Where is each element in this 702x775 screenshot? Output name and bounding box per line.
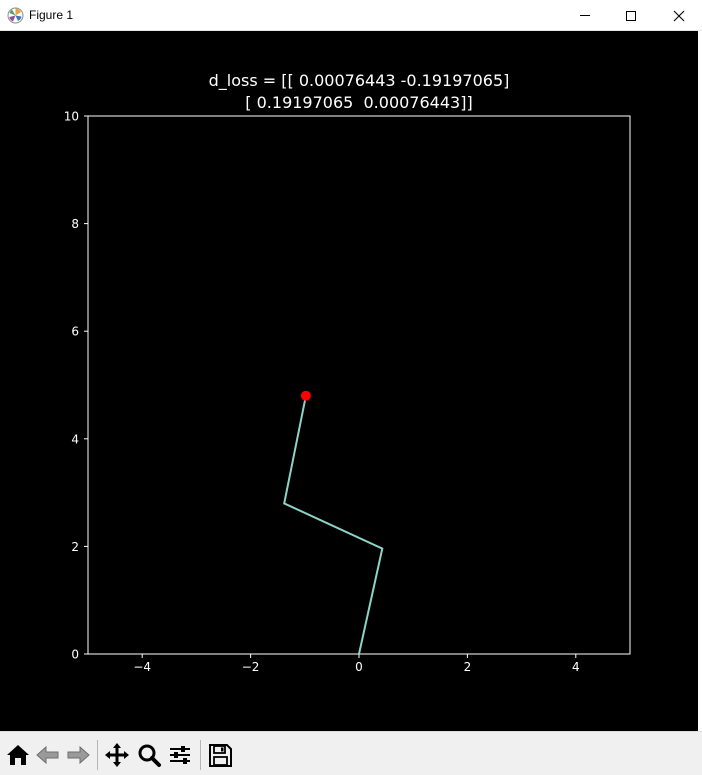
y-tick-label: 6	[71, 325, 79, 339]
zoom-button[interactable]	[134, 740, 164, 770]
y-tick-label: 10	[64, 110, 79, 124]
x-tick-label: −2	[242, 660, 260, 674]
forward-arrow-icon	[67, 745, 90, 765]
pan-button[interactable]	[102, 740, 132, 770]
back-button[interactable]	[33, 740, 63, 770]
window-edge	[698, 31, 702, 731]
home-icon	[7, 745, 29, 765]
matplotlib-logo-icon	[7, 7, 24, 24]
save-icon	[209, 744, 232, 767]
chart-title-line-2: [ 0.19197065 0.00076443]]	[245, 93, 472, 112]
window-titlebar: Figure 1	[0, 0, 702, 31]
configure-subplots-button[interactable]	[165, 740, 195, 770]
close-icon	[673, 10, 685, 22]
window-title: Figure 1	[29, 8, 74, 22]
pan-icon	[105, 743, 129, 767]
y-tick-label: 0	[71, 648, 79, 662]
home-button[interactable]	[3, 740, 33, 770]
series-group	[283, 390, 384, 655]
y-tick-label: 8	[71, 217, 79, 231]
x-axis: −4 −2 0 2 4	[133, 654, 580, 674]
maximize-button[interactable]	[608, 0, 654, 31]
save-button[interactable]	[205, 740, 235, 770]
end-point-marker	[300, 390, 311, 401]
y-tick-label: 2	[71, 540, 79, 554]
toolbar-separator	[200, 740, 201, 770]
x-tick-label: 0	[355, 660, 363, 674]
axes-frame	[87, 115, 631, 655]
y-axis: 0 2 4 6 8 10	[64, 110, 88, 662]
plot-svg: d_loss = [[ 0.00076443 -0.19197065] [ 0.…	[64, 71, 631, 674]
zoom-icon	[138, 744, 161, 767]
maximize-icon	[626, 11, 636, 21]
y-tick-label: 4	[71, 432, 79, 446]
minimize-button[interactable]	[562, 0, 608, 31]
toolbar-separator	[97, 740, 98, 770]
close-button[interactable]	[656, 0, 702, 31]
chart-title-line-1: d_loss = [[ 0.00076443 -0.19197065]	[209, 71, 510, 91]
x-tick-label: 2	[464, 660, 472, 674]
series-line	[283, 395, 384, 655]
forward-button[interactable]	[63, 740, 93, 770]
sliders-icon	[170, 746, 190, 764]
figure-canvas[interactable]: d_loss = [[ 0.00076443 -0.19197065] [ 0.…	[0, 31, 698, 731]
x-tick-label: 4	[572, 660, 580, 674]
x-tick-label: −4	[133, 660, 151, 674]
back-arrow-icon	[36, 745, 59, 765]
minimize-icon	[580, 15, 590, 16]
navigation-toolbar	[0, 731, 702, 775]
